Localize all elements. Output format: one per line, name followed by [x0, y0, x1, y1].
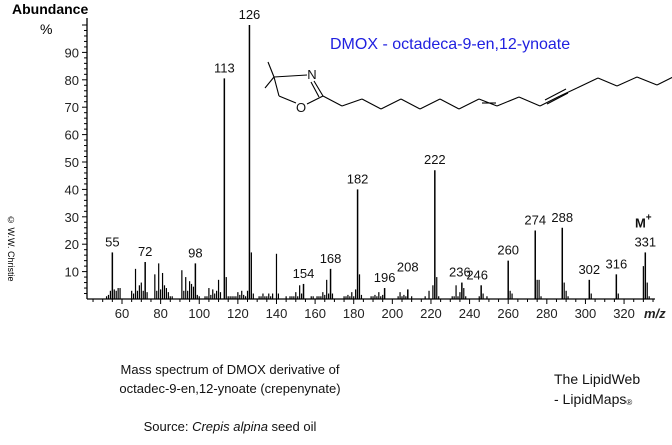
- x-tick-label: 140: [266, 306, 288, 321]
- peak-label: 55: [105, 234, 119, 249]
- peak-label: 302: [578, 262, 600, 277]
- structure-title: DMOX - octadeca-9-en,12-ynoate: [330, 36, 571, 53]
- x-tick-label: 300: [575, 306, 597, 321]
- peak-label: 274: [524, 213, 546, 228]
- peak-label: 288: [551, 210, 573, 225]
- dmox-structure-diagram: [264, 61, 672, 110]
- y-tick-label: 20: [65, 237, 79, 252]
- x-tick-label: 180: [343, 306, 365, 321]
- peak-label: 196: [374, 270, 396, 285]
- peak-label: 246: [466, 267, 488, 282]
- peak-label: 168: [320, 251, 342, 266]
- copyright-notice: © W.W. Christie: [6, 215, 16, 282]
- caption-line-2: octadec-9-en,12-ynoate (crepenynate): [119, 381, 341, 396]
- source-caption: Source: Crepis alpina seed oil: [80, 417, 380, 436]
- figure-caption: Mass spectrum of DMOX derivative of octa…: [80, 360, 380, 398]
- atom-O: O: [296, 100, 306, 115]
- molecular-ion-label: M+: [635, 212, 652, 230]
- x-tick-label: 280: [536, 306, 558, 321]
- x-tick-label: 260: [497, 306, 519, 321]
- registered-mark: ®: [626, 398, 633, 407]
- x-tick-label: 60: [115, 306, 129, 321]
- x-tick-label: 220: [420, 306, 442, 321]
- x-tick-label: 200: [381, 306, 403, 321]
- source-suffix: seed oil: [267, 419, 317, 434]
- peak-label: 72: [138, 244, 152, 259]
- atom-N: N: [307, 67, 316, 82]
- peak-label: 98: [188, 245, 202, 260]
- y-axis-unit: %: [40, 21, 53, 37]
- y-tick-label: 50: [65, 155, 79, 170]
- peak-label: 260: [497, 243, 519, 258]
- caption-line-1: Mass spectrum of DMOX derivative of: [120, 362, 340, 377]
- peak-label: 113: [214, 60, 235, 75]
- peak-label: 222: [424, 152, 446, 167]
- peak-label: 126: [239, 7, 261, 22]
- x-tick-label: 100: [188, 306, 210, 321]
- y-tick-label: 60: [65, 128, 79, 143]
- y-tick-label: 90: [65, 45, 79, 60]
- peak-label: 331: [634, 234, 656, 249]
- source-species: Crepis alpina: [192, 419, 268, 434]
- peak-label: 316: [605, 256, 627, 271]
- brand-line-1: The LipidWeb: [554, 371, 641, 387]
- peak-label: 208: [397, 259, 419, 274]
- y-axis-title: Abundance: [12, 1, 89, 17]
- peak-label: 236: [449, 265, 471, 280]
- brand-credit: The LipidWeb - LipidMaps®: [554, 369, 640, 413]
- y-tick-label: 10: [65, 265, 79, 280]
- x-tick-label: 320: [613, 306, 635, 321]
- y-tick-label: 30: [65, 210, 79, 225]
- x-tick-label: 120: [227, 306, 249, 321]
- source-prefix: Source:: [143, 419, 193, 434]
- peak-label: 154: [293, 266, 315, 281]
- x-tick-label: 160: [304, 306, 326, 321]
- y-tick-label: 40: [65, 182, 79, 197]
- brand-line-2: - LipidMaps: [554, 391, 627, 407]
- y-tick-label: 80: [65, 73, 79, 88]
- y-tick-label: 70: [65, 100, 79, 115]
- x-axis-unit: m/z: [644, 306, 666, 321]
- x-tick-label: 80: [153, 306, 167, 321]
- peak-label: 182: [347, 171, 369, 186]
- x-tick-label: 240: [459, 306, 481, 321]
